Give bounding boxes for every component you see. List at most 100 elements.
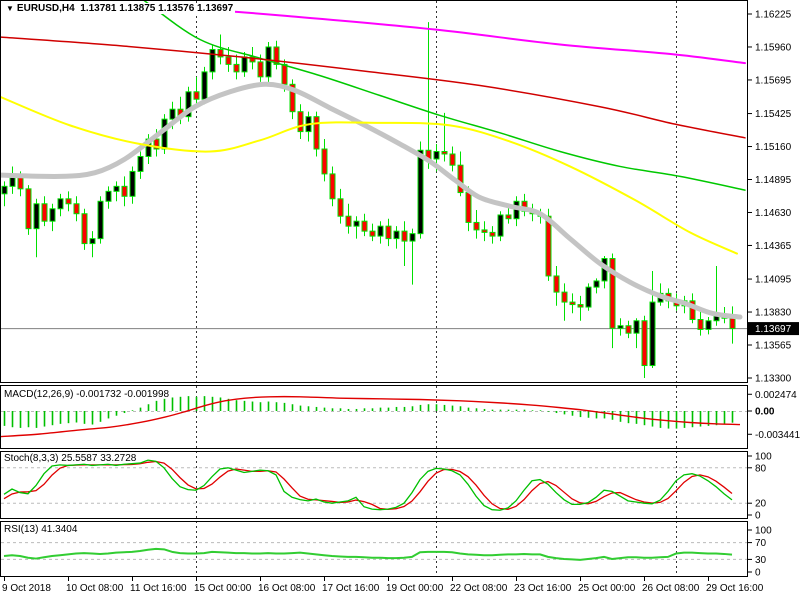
candle bbox=[289, 83, 296, 113]
candle bbox=[249, 56, 256, 63]
indicator-tick-label: 0 bbox=[755, 568, 761, 579]
candle bbox=[417, 149, 424, 235]
indicator-tick-label: 0 bbox=[755, 511, 761, 522]
candle bbox=[689, 300, 696, 321]
candle bbox=[497, 214, 504, 237]
time-tick-label: 17 Oct 16:00 bbox=[322, 583, 380, 594]
candle bbox=[137, 155, 144, 172]
time-tick-label: 29 Oct 16:00 bbox=[706, 583, 764, 594]
panel-border bbox=[0, 0, 748, 383]
candle bbox=[65, 198, 72, 205]
ohlc-values: 1.13781 1.13875 1.13576 1.13697 bbox=[80, 3, 234, 14]
main-chart-series bbox=[1, 1, 747, 378]
symbol-period-label: EURUSD,H4 bbox=[16, 3, 75, 14]
stochastic-values: 25.5587 33.2728 bbox=[61, 453, 137, 464]
macd-histogram bbox=[3, 396, 734, 429]
candle bbox=[313, 116, 320, 150]
candle bbox=[25, 188, 32, 230]
candle bbox=[369, 230, 376, 237]
candle bbox=[41, 203, 48, 222]
candle bbox=[377, 225, 384, 237]
macd-values: -0.001732 -0.001998 bbox=[76, 389, 170, 400]
time-scale[interactable] bbox=[0, 577, 800, 600]
candle bbox=[649, 301, 656, 367]
price-tick-label: 1.15695 bbox=[755, 75, 792, 86]
time-tick-label: 25 Oct 00:00 bbox=[578, 583, 636, 594]
candle bbox=[49, 208, 56, 222]
candle bbox=[473, 221, 480, 231]
candle bbox=[481, 229, 488, 233]
indicator-tick-label: 70 bbox=[755, 538, 767, 549]
rsi-line bbox=[3, 547, 733, 561]
candle bbox=[593, 280, 600, 288]
candle bbox=[233, 63, 240, 73]
candle bbox=[257, 61, 264, 78]
indicator-tick-label: 30 bbox=[755, 555, 767, 566]
candle bbox=[193, 91, 200, 100]
candle bbox=[153, 138, 160, 150]
price-tick-label: 1.13830 bbox=[755, 308, 792, 319]
candle bbox=[609, 258, 616, 329]
panel-border bbox=[0, 385, 748, 449]
candle bbox=[105, 190, 112, 202]
price-tick-label: 1.14365 bbox=[755, 241, 792, 252]
candle bbox=[641, 320, 648, 367]
ma-yellow bbox=[1, 96, 738, 255]
time-axis-labels: 9 Oct 2018 10 Oct 08:00 11 Oct 16:00 15 Oct… bbox=[2, 576, 764, 594]
time-tick-label: 16 Oct 08:00 bbox=[258, 583, 316, 594]
candle bbox=[361, 220, 368, 232]
candle bbox=[321, 148, 328, 175]
candle bbox=[577, 304, 584, 308]
indicator-tick-label: 0.002474 bbox=[755, 390, 797, 401]
candle bbox=[705, 320, 712, 330]
candle bbox=[273, 46, 280, 65]
indicator-tick-label: 100 bbox=[755, 526, 772, 537]
time-tick-label: 22 Oct 08:00 bbox=[450, 583, 508, 594]
candle bbox=[393, 230, 400, 240]
ma-green bbox=[143, 1, 746, 191]
candle bbox=[297, 111, 304, 133]
macd-name: MACD(12,26,9) bbox=[4, 389, 74, 400]
candle bbox=[625, 325, 632, 334]
candle bbox=[121, 185, 128, 197]
candle bbox=[633, 320, 640, 334]
candle bbox=[89, 238, 96, 245]
stochastic-name: Stoch(8,3,3) bbox=[4, 453, 59, 464]
candle bbox=[569, 301, 576, 306]
candle bbox=[433, 151, 440, 160]
candle bbox=[545, 215, 552, 277]
price-tick-label: 1.15160 bbox=[755, 142, 792, 153]
time-tick-label: 15 Oct 00:00 bbox=[194, 583, 252, 594]
candle bbox=[345, 215, 352, 227]
rsi-values: 41.3404 bbox=[41, 524, 78, 535]
candle bbox=[385, 225, 392, 240]
time-tick-label: 23 Oct 16:00 bbox=[514, 583, 572, 594]
rsi-label: RSI(13) 41.3404 bbox=[4, 524, 77, 535]
time-tick-label: 26 Oct 08:00 bbox=[642, 583, 700, 594]
candle bbox=[97, 200, 104, 240]
candle bbox=[73, 203, 80, 215]
current-price-tag bbox=[748, 322, 799, 336]
symbol-dropdown-icon[interactable]: ▼ bbox=[6, 4, 14, 13]
main-chart-panel[interactable] bbox=[0, 0, 747, 383]
candle bbox=[217, 48, 224, 58]
candle bbox=[409, 233, 416, 242]
rsi-panel[interactable] bbox=[0, 521, 747, 577]
time-tick-label: 9 Oct 2018 bbox=[2, 583, 51, 594]
price-tick-label: 1.13300 bbox=[755, 373, 792, 384]
candle bbox=[113, 185, 120, 192]
ma-red bbox=[1, 36, 746, 139]
candle bbox=[329, 173, 336, 200]
candle bbox=[129, 170, 136, 197]
price-tick-label: 1.13565 bbox=[755, 341, 792, 352]
price-scale[interactable] bbox=[747, 0, 800, 577]
panel-border bbox=[0, 521, 748, 577]
indicator-tick-label: 100 bbox=[755, 452, 772, 463]
candle bbox=[1, 185, 8, 195]
macd-signal-line bbox=[0, 395, 741, 438]
time-tick-label: 19 Oct 00:00 bbox=[386, 583, 444, 594]
ma-thick-gray bbox=[1, 81, 743, 320]
candle bbox=[505, 214, 512, 220]
candle bbox=[185, 91, 192, 118]
